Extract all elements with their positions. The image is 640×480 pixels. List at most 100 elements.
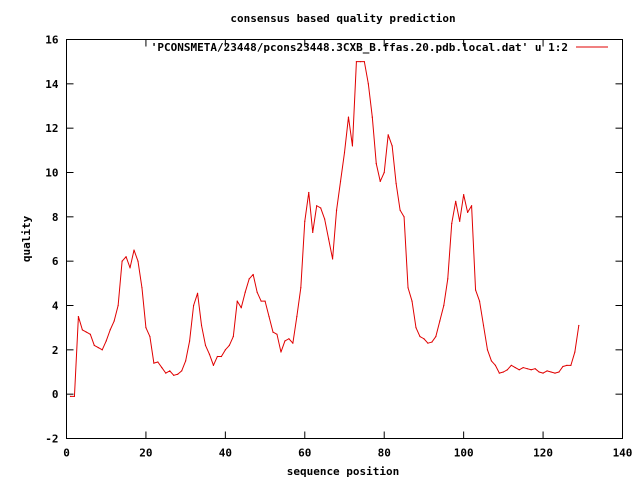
data-point [113,320,115,322]
data-point [101,349,103,351]
x-tick-label: 100 [454,447,474,460]
series-group [69,61,580,397]
data-point [490,360,493,362]
data-point [240,307,242,309]
data-point [77,315,80,318]
data-point [268,315,270,318]
data-point [351,145,354,147]
data-point [109,329,111,331]
series-line [70,61,580,397]
data-point [125,256,127,258]
data-point [328,238,330,240]
data-point [129,267,131,269]
y-tick-label: 6 [52,255,59,268]
y-tick-label: -2 [45,433,58,446]
data-point [566,364,568,366]
y-tick-label: 8 [52,211,59,224]
data-point [69,395,72,397]
data-point [252,273,254,276]
data-point [502,371,504,373]
data-point [189,340,191,342]
x-axis-label: sequence position [287,465,400,478]
data-point [431,341,433,343]
data-point [451,222,453,225]
data-point [216,355,219,358]
y-tick-label: 4 [52,300,59,313]
x-tick-label: 80 [378,447,391,460]
data-point [292,342,294,344]
data-point [474,289,477,291]
data-point [85,331,87,333]
data-point [558,371,560,373]
data-point [578,324,580,327]
data-point [570,364,572,366]
data-point [169,370,171,372]
data-point [391,145,393,147]
y-tick-label: 2 [52,344,59,357]
data-point [470,205,473,207]
data-point [173,374,175,376]
y-tick-label: 12 [45,122,58,135]
data-point [212,364,215,366]
x-tick-label: 60 [298,447,311,460]
data-point [208,353,211,355]
y-axis-label: quality [20,215,33,262]
data-point [264,300,266,302]
data-point [145,327,147,329]
data-point [459,220,461,222]
y-tick-label: 0 [52,388,59,401]
data-point [343,151,346,154]
data-point [395,182,397,185]
data-point [538,371,540,373]
x-tick-label: 140 [613,447,633,460]
data-point [363,61,365,63]
data-point [478,300,481,302]
data-point [133,249,135,251]
data-point [284,340,286,342]
data-point [312,231,314,233]
data-point [387,134,389,136]
data-point [498,372,500,374]
data-point [73,395,76,397]
x-tick-label: 0 [63,447,70,460]
data-point [141,287,143,289]
x-tick-label: 20 [139,447,152,460]
data-point [435,335,437,338]
data-point [510,364,512,366]
y-tick-label: 10 [45,167,58,180]
data-point [280,351,282,353]
data-point [177,373,179,375]
data-point [347,116,350,118]
data-point [288,338,290,340]
data-point [97,347,99,349]
data-point [200,324,203,327]
legend-label: 'PCONSMETA/23448/pcons23448.3CXB_B.ffas.… [151,41,568,54]
data-point [375,163,377,165]
data-point [192,304,195,307]
data-point [423,338,425,340]
data-point [153,362,155,364]
data-point [331,258,334,260]
data-point [300,287,302,289]
data-point [562,365,564,368]
legend: 'PCONSMETA/23448/pcons23448.3CXB_B.ffas.… [151,41,608,54]
data-point [399,209,401,211]
data-point [427,342,429,344]
data-point [518,369,520,371]
data-point [196,292,199,294]
data-point [181,370,183,372]
data-point [185,360,187,362]
data-point [411,300,413,302]
data-point [550,371,552,373]
data-point [383,171,385,174]
data-point [335,209,338,211]
data-point [407,287,409,289]
x-tick-label: 40 [219,447,232,460]
data-point [526,368,528,370]
data-point [542,372,544,374]
data-point [355,61,358,63]
data-point [494,364,497,366]
data-point [415,327,417,329]
data-point [439,320,441,322]
data-point [371,116,373,118]
